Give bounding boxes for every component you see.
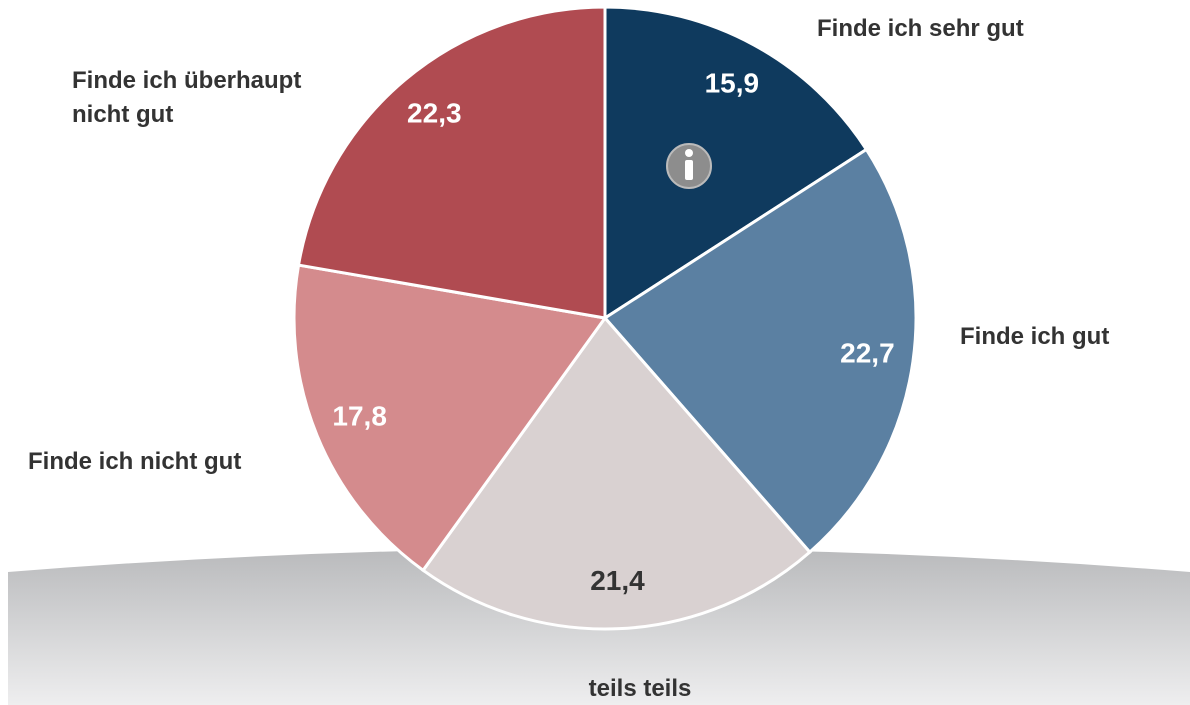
category-label: teils teils — [588, 675, 692, 702]
data-label: 22,3 — [407, 98, 462, 129]
pie-slice — [296, 5, 607, 320]
category-label: Finde ich überhaupt nicht gut — [72, 67, 302, 128]
data-label: 15,9 — [705, 68, 760, 99]
info-icon — [666, 143, 712, 189]
pie-slice — [292, 263, 608, 573]
category-label: Finde ich nicht gut — [28, 448, 242, 475]
category-label: Finde ich sehr gut — [817, 15, 1024, 42]
data-label: 21,4 — [590, 565, 645, 596]
pie: 15,9 22,7 21,4 17,8 22,3 — [292, 5, 918, 631]
pie-slice — [421, 315, 812, 631]
data-label: 22,7 — [840, 337, 895, 368]
data-label: 17,8 — [332, 401, 387, 432]
pie-slice — [603, 5, 869, 321]
category-label: Finde ich gut — [960, 323, 1110, 350]
pie-slice — [602, 147, 918, 555]
